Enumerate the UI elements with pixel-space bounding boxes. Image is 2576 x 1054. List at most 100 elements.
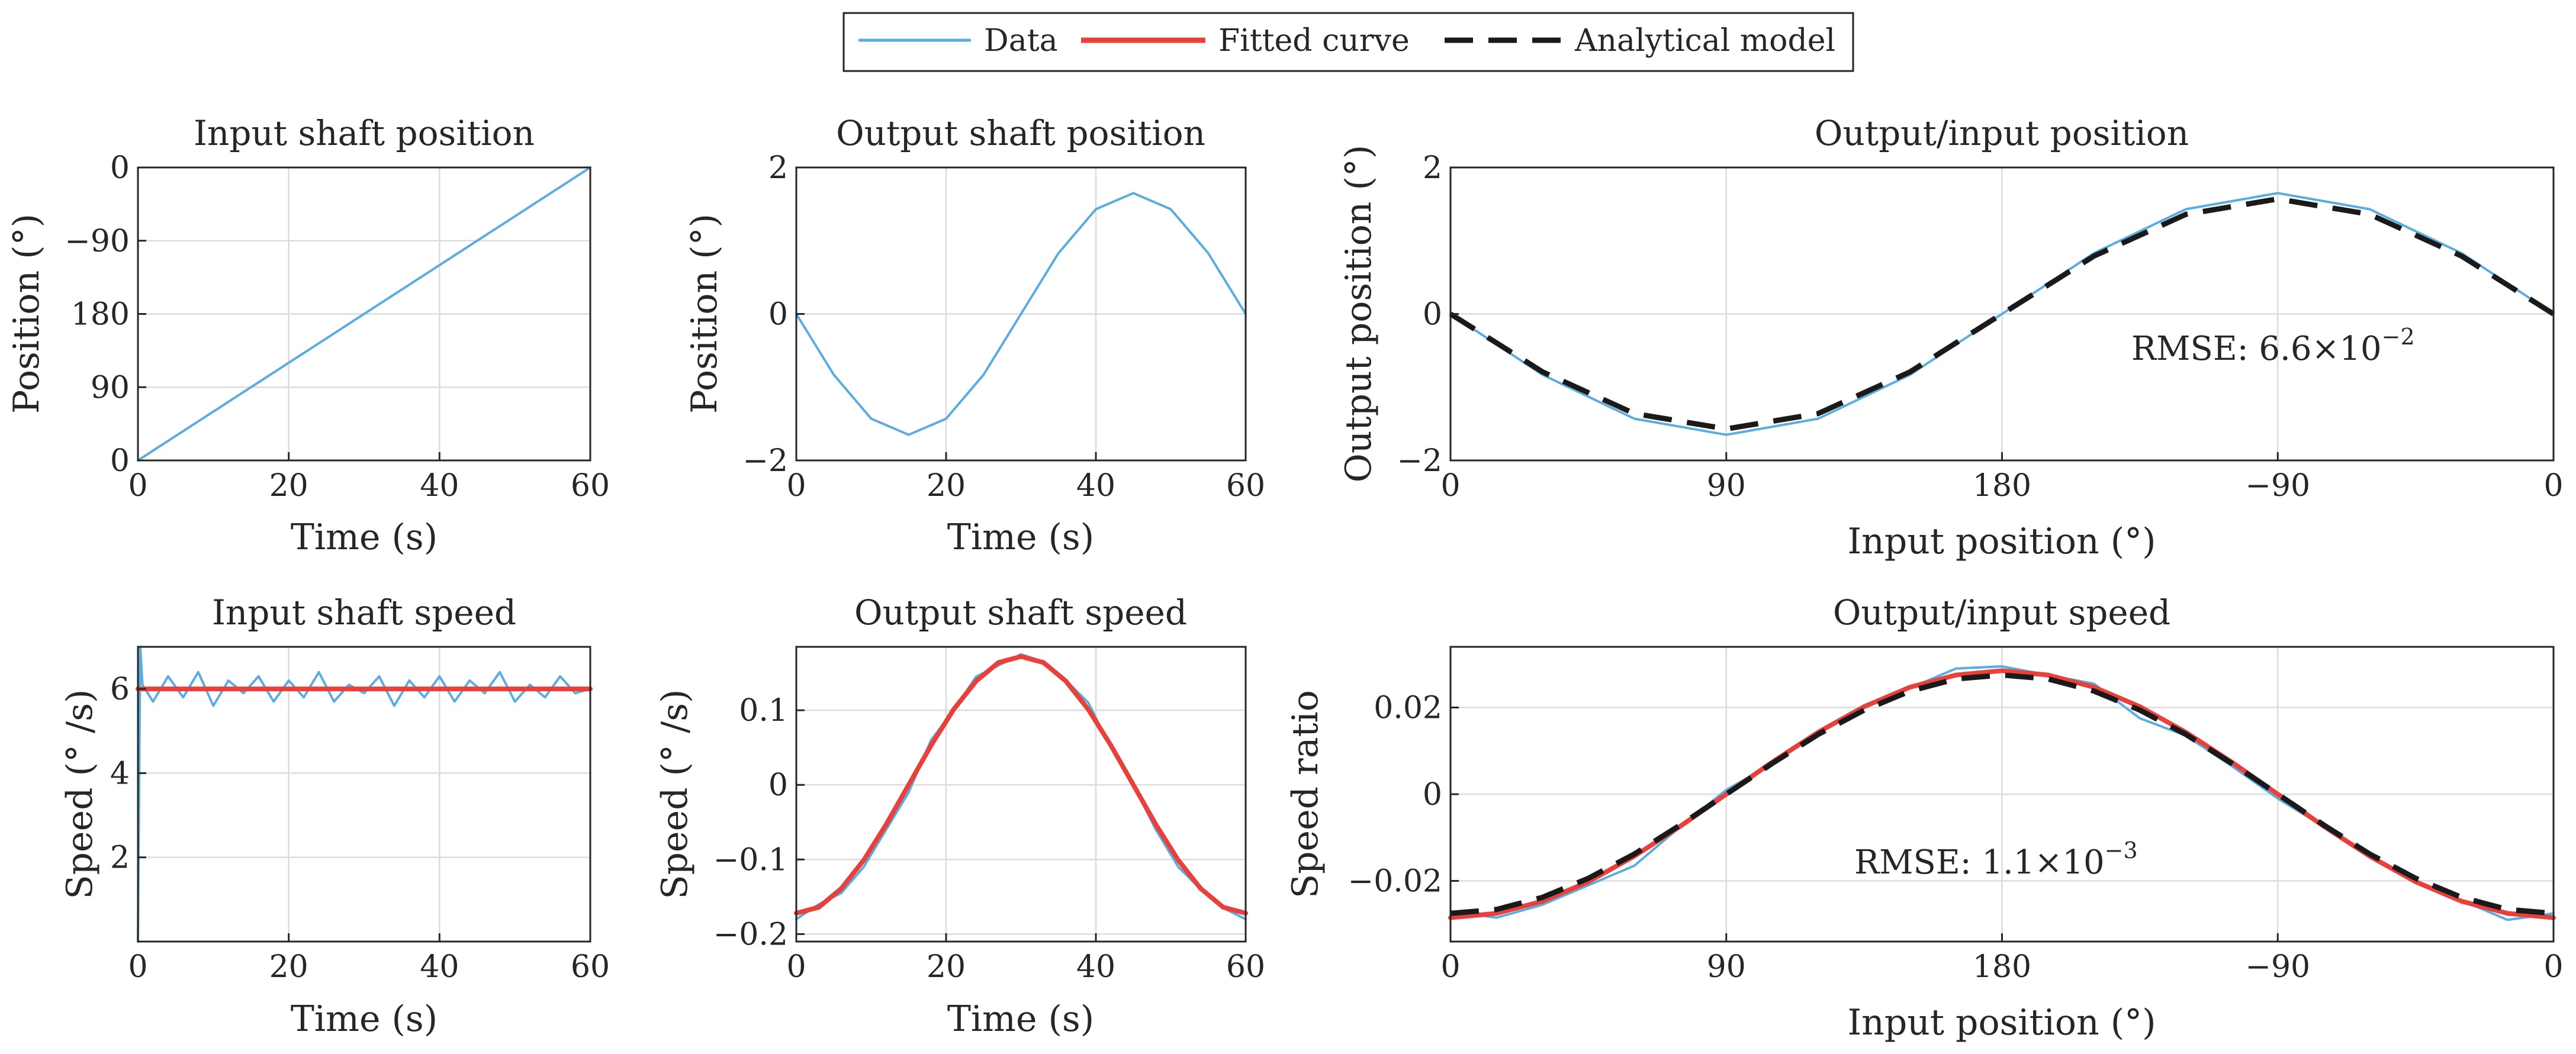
x-tick-label: 0 — [128, 468, 147, 504]
y-tick-label: −0.2 — [713, 917, 788, 952]
y-tick-label: 2 — [110, 840, 130, 876]
x-tick-label: 40 — [420, 949, 459, 985]
x-tick-label: 20 — [269, 949, 308, 985]
x-tick-label: 60 — [571, 949, 610, 985]
panel-input-shaft-position: 0 20 40 60 0 90 180 −90 0 Input shaft position T… — [6, 113, 610, 558]
y-tick-label: 180 — [71, 297, 130, 333]
series — [794, 653, 1248, 921]
axes-frame — [137, 646, 591, 943]
y-axis-label: Speed ratio — [1285, 690, 1326, 898]
y-tick-label: −2 — [1397, 443, 1442, 479]
series — [1449, 192, 2555, 436]
ticks: 0 20 40 60 0 90 180 −90 0 — [65, 150, 610, 504]
legend-fitted-label: Fitted curve — [1218, 23, 1410, 59]
panel-title: Input shaft speed — [212, 592, 516, 633]
y-tick-label: 0.1 — [739, 693, 788, 729]
x-tick-label: 0 — [786, 468, 806, 504]
y-tick-label: 0.02 — [1374, 691, 1442, 726]
panel-output-input-position: 0 90 180 −90 0−202 Output/input position Inp… — [1338, 113, 2564, 562]
y-axis-label: Position (°) — [684, 214, 725, 414]
x-tick-label: 20 — [269, 468, 308, 504]
panel-title: Output/input speed — [1833, 592, 2170, 633]
x-tick-label: 20 — [927, 949, 966, 985]
y-tick-label: 90 — [91, 370, 130, 405]
x-tick-label: −90 — [2245, 949, 2310, 985]
x-tick-label: 40 — [420, 468, 459, 504]
axes-frame — [795, 646, 1247, 943]
ticks: 0 20 40 60−202 — [742, 150, 1265, 504]
x-tick-label: 180 — [1973, 949, 2031, 985]
panel-title: Output shaft speed — [854, 592, 1187, 633]
x-tick-label: 0 — [128, 949, 147, 985]
x-tick-label: 40 — [1076, 468, 1115, 504]
y-tick-label: 0 — [110, 443, 130, 479]
x-axis-label: Input position (°) — [1847, 521, 2156, 562]
y-tick-label: 0 — [110, 150, 130, 186]
panel-input-shaft-speed: 0 20 40 60 2 4 6 Input shaft speed Time (s) Sp… — [59, 592, 610, 1040]
x-tick-label: 90 — [1707, 468, 1746, 504]
x-axis-label: Time (s) — [947, 998, 1094, 1040]
panel-title: Output/input position — [1815, 113, 2189, 153]
legend-data-label: Data — [984, 23, 1058, 59]
panel-output-shaft-speed: 0 20 40 60 −0.2 −0.1 0 0.1 Output shaft speed T… — [654, 592, 1265, 1040]
series-data-line — [137, 166, 591, 462]
y-tick-label: −90 — [65, 224, 130, 259]
x-tick-label: 180 — [1973, 468, 2031, 504]
y-tick-label: 6 — [110, 672, 130, 707]
ticks: 0 90 180 −90 0 −0.02 0 0.02 — [1348, 691, 2564, 985]
y-tick-label: −2 — [742, 443, 788, 479]
y-axis-label: Output position (°) — [1338, 145, 1379, 483]
y-tick-label: 2 — [1423, 150, 1442, 186]
y-axis-label: Speed (° /s) — [59, 689, 101, 900]
x-tick-label: 20 — [927, 468, 966, 504]
plot-area — [138, 647, 590, 942]
y-tick-label: 0 — [768, 768, 788, 803]
y-tick-label: 0 — [768, 297, 788, 333]
y-axis-label: Position (°) — [6, 214, 47, 414]
panel-output-shaft-position: 0 20 40 60−202 Output shaft position Time (… — [684, 113, 1265, 558]
rmse-annotation: RMSE: 6.6×10−2 — [2131, 324, 2415, 368]
y-tick-label: 0 — [1423, 777, 1442, 813]
legend-analytical-label: Analytical model — [1574, 23, 1835, 59]
x-tick-label: 60 — [1226, 468, 1265, 504]
x-tick-label: 0 — [1440, 468, 1460, 504]
x-axis-label: Input position (°) — [1847, 1002, 2156, 1043]
x-tick-label: 0 — [1440, 949, 1460, 985]
legend-box — [842, 12, 1854, 72]
y-tick-label: 2 — [768, 150, 788, 186]
y-axis-label: Speed (° /s) — [654, 689, 696, 900]
x-axis-label: Time (s) — [291, 998, 438, 1040]
x-tick-label: −90 — [2245, 468, 2310, 504]
x-tick-label: 40 — [1076, 949, 1115, 985]
plot-area — [796, 647, 1246, 942]
x-tick-label: 0 — [2543, 468, 2563, 504]
series-fitted-curve-line — [794, 654, 1248, 916]
rmse-annotation: RMSE: 1.1×10−3 — [1854, 837, 2138, 882]
panel-title: Input shaft position — [194, 113, 535, 153]
y-tick-label: 0 — [1423, 297, 1442, 333]
series — [137, 166, 591, 462]
x-tick-label: 90 — [1707, 949, 1746, 985]
x-tick-label: 0 — [786, 949, 806, 985]
ticks: 0 90 180 −90 0−202 — [1397, 150, 2563, 504]
ticks: 0 20 40 60 2 4 6 — [110, 672, 610, 985]
ticks: 0 20 40 60 −0.2 −0.1 0 0.1 — [713, 693, 1265, 985]
panel-title: Output shaft position — [836, 113, 1205, 153]
series-data-line — [1449, 192, 2555, 436]
x-axis-label: Time (s) — [947, 517, 1094, 558]
series — [1448, 665, 2556, 921]
y-tick-label: −0.1 — [713, 842, 788, 878]
y-tick-label: 4 — [110, 756, 130, 791]
series — [795, 192, 1247, 436]
x-tick-label: 0 — [2543, 949, 2563, 985]
x-tick-label: 60 — [1226, 949, 1265, 985]
series-analytical-model-line — [1450, 672, 2554, 916]
y-tick-label: −0.02 — [1348, 863, 1442, 899]
series-data-line — [795, 192, 1247, 436]
x-tick-label: 60 — [571, 468, 610, 504]
series — [136, 646, 593, 943]
x-axis-label: Time (s) — [291, 517, 438, 558]
legend: Data Fitted curve Analytical model — [842, 12, 1854, 72]
